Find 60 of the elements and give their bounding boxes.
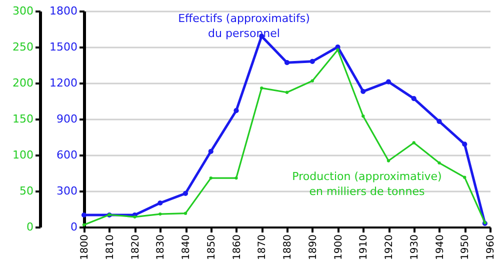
x-tick-label: 1830 (156, 234, 167, 260)
point (158, 200, 163, 206)
x-tick-label: 1870 (257, 234, 268, 260)
x-tick-label: 1880 (282, 234, 294, 260)
y2-tick-label: 1800 (50, 4, 78, 18)
point (133, 215, 136, 218)
point (360, 88, 366, 94)
point (438, 161, 441, 164)
point (462, 142, 468, 147)
y2-tick-label: 1200 (50, 76, 78, 90)
point (234, 108, 239, 114)
x-tick-label: 1840 (181, 234, 192, 260)
y2-tick-label: 300 (56, 184, 78, 198)
y-tick-label: 150 (12, 112, 34, 126)
y-tick-label: 50 (20, 184, 34, 198)
point (463, 176, 466, 179)
point (362, 114, 365, 118)
series-label: Production (approximative) en milliers de tonnes (292, 170, 442, 198)
x-tick-label: 1950 (460, 234, 472, 260)
point (182, 190, 188, 196)
point (310, 58, 315, 64)
point (82, 223, 86, 226)
point (285, 90, 289, 94)
x-tick-label: 1850 (206, 234, 218, 260)
x-tick-label: 1890 (308, 234, 319, 260)
point (209, 176, 212, 180)
point (386, 159, 390, 162)
point (81, 212, 87, 218)
x-tick-label: 1960 (486, 234, 496, 260)
x-tick-label: 1920 (384, 234, 395, 260)
point (411, 96, 416, 102)
point (386, 79, 392, 84)
y-tick-label: 200 (12, 76, 34, 90)
y2-tick-label: 1500 (50, 40, 78, 54)
series-label: Effectifs (approximatifs) du personnel (178, 12, 310, 40)
point (208, 148, 214, 154)
point (284, 60, 290, 66)
x-tick-label: 1910 (358, 234, 370, 260)
point (260, 86, 264, 90)
y-tick-label: 300 (12, 4, 34, 18)
point (310, 79, 314, 82)
x-tick-label: 1930 (409, 234, 420, 260)
y2-tick-label: 600 (56, 148, 78, 162)
point (158, 212, 162, 216)
point (336, 48, 340, 52)
y2-tick-label: 0 (70, 220, 78, 234)
point (436, 118, 442, 124)
x-tick-label: 1820 (130, 234, 142, 260)
point (184, 212, 188, 215)
x-tick-label: 1800 (80, 234, 90, 260)
y-tick-label: 250 (12, 40, 34, 54)
x-tick-label: 1940 (434, 234, 446, 260)
y2-tick-label: 900 (56, 112, 78, 126)
x-tick-label: 1860 (232, 234, 243, 260)
y-tick-label: 100 (12, 148, 34, 162)
y-tick-label: 0 (26, 220, 34, 234)
point (234, 176, 238, 180)
point (412, 141, 416, 144)
x-tick-label: 1810 (104, 234, 116, 260)
x-tick-label: 1900 (333, 234, 344, 260)
